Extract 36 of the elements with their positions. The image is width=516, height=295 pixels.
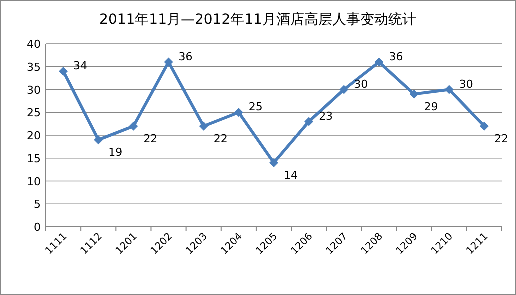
point — [374, 58, 384, 67]
y-tick-label: 20 — [27, 130, 41, 142]
data-label: 25 — [248, 100, 263, 114]
y-tick-label: 0 — [34, 221, 41, 234]
data-label: 19 — [108, 146, 123, 160]
point — [164, 58, 174, 67]
point — [444, 85, 454, 94]
data-label: 22 — [494, 132, 508, 146]
point — [304, 117, 314, 126]
data-label: 30 — [354, 78, 368, 91]
data-label: 14 — [284, 168, 298, 182]
data-label: 29 — [424, 100, 438, 114]
y-tick-label: 15 — [27, 152, 41, 166]
point — [270, 158, 278, 168]
point — [234, 108, 244, 118]
data-label: 36 — [178, 50, 193, 64]
point — [129, 122, 138, 131]
data-label: 34 — [74, 59, 88, 72]
chart-title: 2011年11月—2012年11月酒店高层人事变动统计 — [100, 12, 416, 28]
y-tick-label: 35 — [27, 60, 41, 74]
y-tick-label: 5 — [34, 198, 41, 212]
data-label: 22 — [214, 132, 228, 146]
data-label: 22 — [144, 132, 158, 146]
point — [410, 90, 419, 99]
y-tick-label: 25 — [27, 106, 41, 120]
point — [59, 66, 68, 76]
data-label: 36 — [389, 50, 404, 64]
y-tick-label: 40 — [27, 38, 41, 51]
point — [94, 136, 104, 145]
point — [199, 122, 208, 131]
point — [340, 85, 349, 94]
y-tick-label: 10 — [27, 175, 41, 188]
y-tick-label: 30 — [27, 84, 41, 97]
data-label: 30 — [459, 78, 474, 91]
data-label: 23 — [319, 110, 334, 123]
point — [480, 122, 489, 131]
